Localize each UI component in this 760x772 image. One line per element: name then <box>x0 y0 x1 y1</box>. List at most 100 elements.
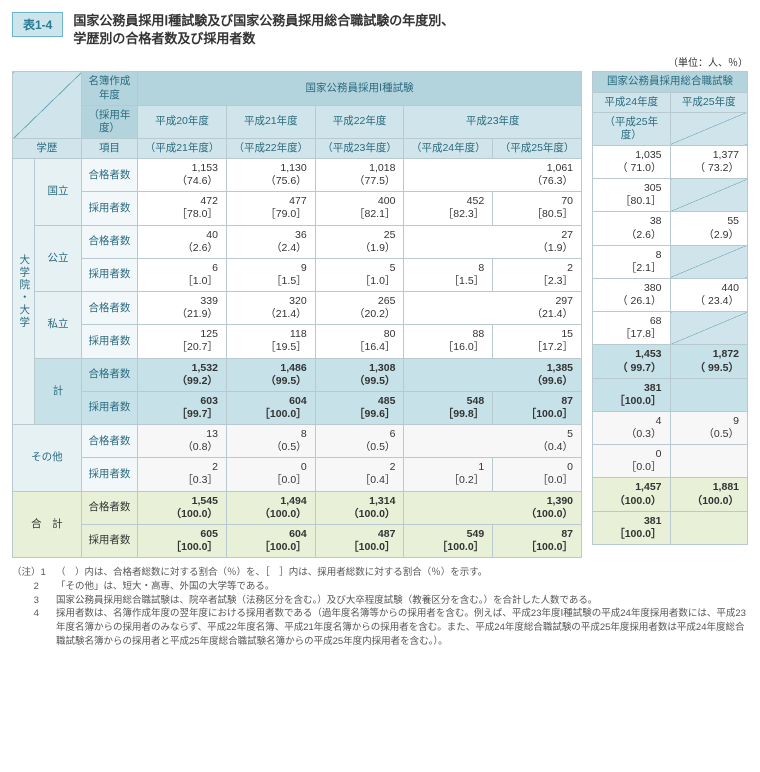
cell: 1,314（100.0） <box>315 491 404 524</box>
note-head: 2 <box>12 580 56 594</box>
title-line-1: 国家公務員採用Ⅰ種試験及び国家公務員採用総合職試験の年度別、 <box>73 12 454 30</box>
cell: 485［99.6］ <box>315 391 404 424</box>
hdr-h24: 平成24年度 <box>593 92 671 112</box>
hdr-h20: 平成20年度 <box>138 105 227 138</box>
cat-shiritsu: 私立 <box>35 292 81 359</box>
table-row: 大学院・大学 国立 合格者数 1,153（74.6） 1,130（75.6） 1… <box>13 159 582 192</box>
cell: 1,872（ 99.5） <box>670 345 748 378</box>
table-row: 採用者数 603［99.7］ 604［100.0］ 485［99.6］ 548［… <box>13 391 582 424</box>
cell: 2［0.3］ <box>138 458 227 491</box>
table-row: 採用者数 125［20.7］ 118［19.5］ 80［16.4］ 88［16.… <box>13 325 582 358</box>
cell: 36（2.4） <box>226 225 315 258</box>
cell: 297（21.4） <box>404 292 582 325</box>
cell: 4（0.3） <box>593 411 671 444</box>
cell: 2［2.3］ <box>493 258 582 291</box>
right-table: 国家公務員採用総合職試験 平成24年度 平成25年度 （平成25年度） 1,03… <box>592 71 748 545</box>
cell: 440（ 23.4） <box>670 278 748 311</box>
cat-daigaku: 大学院・大学 <box>13 159 35 425</box>
cell: 1,377（ 73.2） <box>670 145 748 178</box>
cell: 380（ 26.1） <box>593 278 671 311</box>
table-row: 381［100.0］ <box>593 378 748 411</box>
note-body: 国家公務員採用総合職試験は、院卒者試験（法務区分を含む。）及び大卒程度試験（教養… <box>56 594 748 608</box>
cell: 9（0.5） <box>670 411 748 444</box>
table-title: 国家公務員採用Ⅰ種試験及び国家公務員採用総合職試験の年度別、 学歴別の合格者数及… <box>73 12 454 48</box>
cell: 0［0.0］ <box>493 458 582 491</box>
footnotes: （注）1 （ ）内は、合格者総数に対する割合（％）を、［ ］内は、採用者総数に対… <box>12 566 748 649</box>
cell: 1,545（100.0） <box>138 491 227 524</box>
label-goukakusha: 合格者数 <box>81 225 137 258</box>
hdr-saiyo-nendo: （採用年度） <box>81 105 137 138</box>
table-row: 38（2.6）55（2.9） <box>593 212 748 245</box>
cell: 8［2.1］ <box>593 245 671 278</box>
table-row: その他 合格者数 13（0.8） 8（0.5） 6（0.5） 5（0.4） <box>13 425 582 458</box>
diag-cell <box>670 179 748 212</box>
hdr-h23a2: （平成25年度） <box>493 138 582 158</box>
cell: 70［80.5］ <box>493 192 582 225</box>
cell: 1,061（76.3） <box>404 159 582 192</box>
hdr-exam1: 国家公務員採用Ⅰ種試験 <box>138 72 582 105</box>
table-row: 採用者数 472［78.0］ 477［79.0］ 400［82.1］ 452［8… <box>13 192 582 225</box>
note-body: 「その他」は、短大・高専、外国の大学等である。 <box>56 580 748 594</box>
cat-kouritsu: 公立 <box>35 225 81 292</box>
cell: 6［1.0］ <box>138 258 227 291</box>
cell: 68［17.8］ <box>593 312 671 345</box>
cell: 1,153（74.6） <box>138 159 227 192</box>
cell: 40（2.6） <box>138 225 227 258</box>
diag-cell <box>670 312 748 345</box>
table-row: 381［100.0］ <box>593 511 748 544</box>
diag-cell <box>670 445 748 478</box>
hdr-h22a: （平成23年度） <box>315 138 404 158</box>
cell: 38（2.6） <box>593 212 671 245</box>
cell: 1,130（75.6） <box>226 159 315 192</box>
note-head: （注）1 <box>12 566 56 580</box>
cell: 1,494（100.0） <box>226 491 315 524</box>
cell: 9［1.5］ <box>226 258 315 291</box>
cell: 6（0.5） <box>315 425 404 458</box>
cell: 1,486（99.5） <box>226 358 315 391</box>
table-row: 380（ 26.1）440（ 23.4） <box>593 278 748 311</box>
cell: 603［99.7］ <box>138 391 227 424</box>
cell: 25（1.9） <box>315 225 404 258</box>
cell: 605［100.0］ <box>138 524 227 557</box>
cell: 381［100.0］ <box>593 378 671 411</box>
cell: 400［82.1］ <box>315 192 404 225</box>
diag-cell <box>13 72 82 139</box>
table-row: 68［17.8］ <box>593 312 748 345</box>
table-row: 0［0.0］ <box>593 445 748 478</box>
cell: 548［99.8］ <box>404 391 493 424</box>
cell: 1,035（ 71.0） <box>593 145 671 178</box>
hdr-h23a1: （平成24年度） <box>404 138 493 158</box>
label-goukakusha: 合格者数 <box>81 292 137 325</box>
title-line-2: 学歴別の合格者数及び採用者数 <box>73 30 454 48</box>
table-row: 公立 合格者数 40（2.6） 36（2.4） 25（1.9） 27（1.9） <box>13 225 582 258</box>
cell: 320（21.4） <box>226 292 315 325</box>
unit-label: （単位：人、％） <box>12 54 748 69</box>
cell: 87［100.0］ <box>493 391 582 424</box>
hdr-h21: 平成21年度 <box>226 105 315 138</box>
cell: 1,457（100.0） <box>593 478 671 511</box>
hdr-h22: 平成22年度 <box>315 105 404 138</box>
note-body: 採用者数は、名簿作成年度の翌年度における採用者数である（過年度名簿等からの採用者… <box>56 607 748 648</box>
table-row: 1,035（ 71.0）1,377（ 73.2） <box>593 145 748 178</box>
label-saiyousha: 採用者数 <box>81 458 137 491</box>
left-table: 名簿作成年度 国家公務員採用Ⅰ種試験 （採用年度） 平成20年度 平成21年度 … <box>12 71 582 558</box>
cell: 125［20.7］ <box>138 325 227 358</box>
note-head: 4 <box>12 607 56 648</box>
hdr-gakureki: 学歴 <box>13 138 82 158</box>
cell: 1,018（77.5） <box>315 159 404 192</box>
label-goukakusha: 合格者数 <box>81 425 137 458</box>
diag-cell <box>670 378 748 411</box>
cat-sonota: その他 <box>13 425 82 492</box>
cell: 0［0.0］ <box>593 445 671 478</box>
cell: 80［16.4］ <box>315 325 404 358</box>
hdr-exam2: 国家公務員採用総合職試験 <box>593 72 748 92</box>
hdr-h21a: （平成22年度） <box>226 138 315 158</box>
hdr-h24a: （平成25年度） <box>593 112 671 145</box>
hdr-h25: 平成25年度 <box>670 92 748 112</box>
cat-kokuritsu: 国立 <box>35 159 81 226</box>
note-body: （ ）内は、合格者総数に対する割合（％）を、［ ］内は、採用者総数に対する割合（… <box>56 566 748 580</box>
label-goukakusha: 合格者数 <box>81 491 137 524</box>
note-line: （注）1 （ ）内は、合格者総数に対する割合（％）を、［ ］内は、採用者総数に対… <box>12 566 748 580</box>
label-saiyousha: 採用者数 <box>81 524 137 557</box>
cell: 452［82.3］ <box>404 192 493 225</box>
